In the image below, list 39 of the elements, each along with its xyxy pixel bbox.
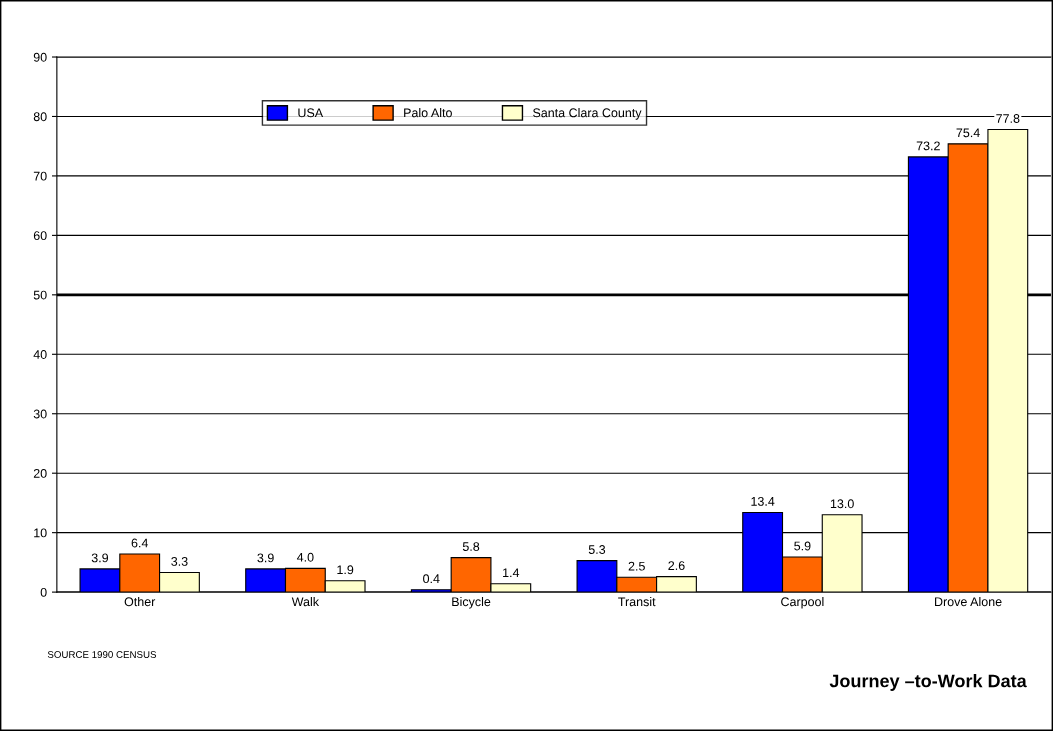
y-tick-label: 20: [33, 469, 47, 478]
legend-label: USA: [298, 108, 324, 118]
data-label: 3.9: [257, 553, 274, 563]
x-tick-label: Transit: [618, 596, 656, 607]
data-label: 77.8: [996, 114, 1020, 123]
data-label: 3.9: [91, 553, 109, 563]
y-tick-label: 0: [40, 587, 47, 597]
legend-label: Palo Alto: [404, 108, 452, 118]
y-tick-label: 40: [33, 350, 47, 359]
data-label: 73.2: [916, 141, 940, 151]
data-label: 6.4: [131, 538, 149, 548]
y-tick-label: 10: [34, 528, 47, 538]
data-label: 75.4: [956, 128, 980, 138]
x-tick-label: Bicycle: [452, 596, 491, 609]
data-label: 4.0: [296, 552, 314, 562]
data-label: 5.8: [462, 542, 480, 551]
data-label: 0.4: [423, 574, 440, 584]
x-tick-label: Drove Alone: [935, 596, 1002, 607]
x-tick-label: Walk: [291, 596, 320, 607]
source-note: SOURCE 1990 CENSUS: [47, 651, 157, 658]
y-tick-label: 90: [33, 52, 47, 62]
data-label: 1.9: [337, 565, 354, 575]
data-label: 2.5: [628, 561, 645, 571]
data-label: 13.4: [751, 496, 775, 506]
data-label: 1.4: [503, 568, 520, 578]
text: Journey –to-Work Data: [829, 674, 1027, 691]
y-tick-label: 60: [33, 231, 47, 241]
x-tick-label: Carpool: [781, 596, 824, 609]
x-tick-label: Other: [124, 596, 156, 607]
y-tick-label: 80: [33, 112, 47, 122]
data-label: 2.6: [668, 561, 685, 571]
data-label: 5.3: [588, 545, 606, 554]
legend-label: Santa Clara County: [533, 108, 642, 120]
data-label: 3.3: [171, 557, 188, 566]
data-label: 13.0: [830, 499, 854, 509]
y-tick-label: 30: [33, 409, 47, 419]
y-tick-label: 50: [33, 290, 47, 300]
y-tick-label: 70: [33, 171, 47, 181]
data-label: 5.9: [794, 541, 811, 551]
